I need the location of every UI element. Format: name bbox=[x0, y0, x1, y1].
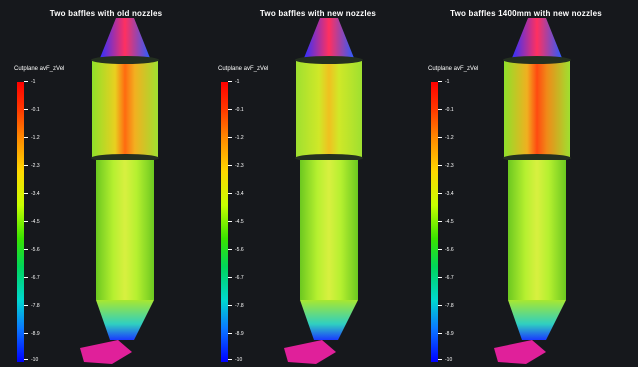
legend-tick: -3.4 bbox=[24, 191, 40, 197]
legend-tick: -10 bbox=[438, 357, 452, 363]
baffle bbox=[91, 56, 159, 64]
legend-tick: -5.6 bbox=[24, 247, 40, 253]
upper-section bbox=[504, 60, 570, 158]
legend-tick: -5.6 bbox=[438, 247, 454, 253]
legend-tick: -6.7 bbox=[228, 275, 244, 281]
vessel-visualization bbox=[80, 18, 159, 364]
legend-tick: -6.7 bbox=[438, 275, 454, 281]
legend-tick: -10 bbox=[24, 357, 38, 363]
legend-tick: -1 bbox=[438, 79, 449, 85]
legend-tick: -3.4 bbox=[228, 191, 244, 197]
bottom-cone bbox=[300, 300, 358, 340]
panel-title: Two baffles 1400mm with new nozzles bbox=[450, 9, 602, 18]
legend-tick: -2.3 bbox=[24, 163, 40, 169]
nozzle bbox=[284, 340, 336, 364]
top-cone bbox=[304, 18, 354, 58]
legend-title: Cutplane avF_zVel bbox=[218, 66, 269, 72]
legend-tick: -6.7 bbox=[24, 275, 40, 281]
legend-tick: -10 bbox=[228, 357, 242, 363]
legend-tick: -1 bbox=[228, 79, 239, 85]
legend-tick: -7.8 bbox=[438, 303, 454, 309]
upper-section bbox=[296, 60, 362, 158]
legend-tick: -7.8 bbox=[24, 303, 40, 309]
legend-tick: -3.4 bbox=[438, 191, 454, 197]
baffle bbox=[503, 56, 571, 64]
top-cone bbox=[100, 18, 150, 58]
vessel-visualization bbox=[494, 18, 571, 364]
cfd-panel-2: Two baffles with new nozzles Cutplane av… bbox=[212, 0, 424, 367]
cfd-panel-1: Two baffles with old nozzles Cutplane av… bbox=[0, 0, 212, 367]
legend-tick: -4.5 bbox=[228, 219, 244, 225]
legend-tick: -0.1 bbox=[24, 107, 40, 113]
bottom-cone bbox=[508, 300, 566, 340]
nozzle bbox=[80, 340, 132, 364]
lower-section bbox=[300, 160, 358, 300]
legend-tick: -1.2 bbox=[228, 135, 244, 141]
nozzle bbox=[494, 340, 546, 364]
legend-tick: -8.9 bbox=[438, 331, 454, 337]
panel-title: Two baffles with old nozzles bbox=[49, 9, 163, 18]
legend-tick: -1 bbox=[24, 79, 35, 85]
legend-tick: -2.3 bbox=[228, 163, 244, 169]
legend-tick: -4.5 bbox=[24, 219, 40, 225]
baffle bbox=[295, 56, 363, 64]
legend-tick: -1.2 bbox=[24, 135, 40, 141]
legend-tick: -4.5 bbox=[438, 219, 454, 225]
legend-tick: -0.1 bbox=[438, 107, 454, 113]
legend-title: Cutplane avF_zVel bbox=[14, 66, 65, 72]
legend-title: Cutplane avF_zVel bbox=[428, 66, 479, 72]
legend-tick: -8.9 bbox=[24, 331, 40, 337]
legend-tick: -2.3 bbox=[438, 163, 454, 169]
legend-tick: -5.6 bbox=[228, 247, 244, 253]
upper-section bbox=[92, 60, 158, 158]
color-scale-bar bbox=[431, 82, 438, 362]
lower-section bbox=[508, 160, 566, 300]
legend-tick: -8.9 bbox=[228, 331, 244, 337]
legend-tick: -0.1 bbox=[228, 107, 244, 113]
legend-tick: -1.2 bbox=[438, 135, 454, 141]
top-cone bbox=[512, 18, 562, 58]
color-scale-bar bbox=[17, 82, 24, 362]
legend-tick: -7.8 bbox=[228, 303, 244, 309]
panel-title: Two baffles with new nozzles bbox=[259, 9, 377, 18]
bottom-cone bbox=[96, 300, 154, 340]
lower-section bbox=[96, 160, 154, 300]
cfd-panel-3: Two baffles 1400mm with new nozzles Cutp… bbox=[424, 0, 638, 367]
vessel-visualization bbox=[284, 18, 363, 364]
color-scale-bar bbox=[221, 82, 228, 362]
